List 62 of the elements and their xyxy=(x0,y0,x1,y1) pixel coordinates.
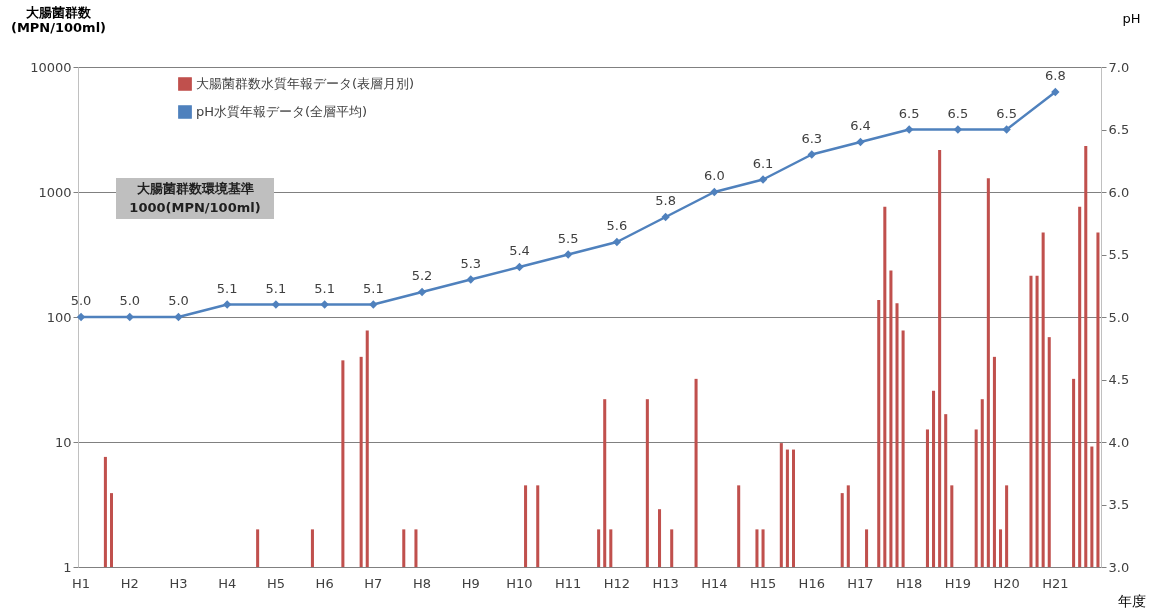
x-tick-label: H11 xyxy=(555,575,582,591)
data-label: 5.0 xyxy=(168,293,189,308)
x-tick-label: H7 xyxy=(364,575,383,591)
x-tick-label: H8 xyxy=(413,575,432,591)
y-tick-label: 1 xyxy=(63,559,72,575)
y2-tick-label: 3.0 xyxy=(1108,559,1130,575)
data-label: 5.5 xyxy=(557,230,579,246)
y-tick-label: 100 xyxy=(46,309,72,325)
data-label: 5.0 xyxy=(119,293,141,308)
x-tick-label: H18 xyxy=(896,575,923,591)
y2-axis-title: pH xyxy=(1122,10,1141,26)
x-axis-title: 年度 xyxy=(1117,592,1146,609)
data-label: 5.1 xyxy=(362,280,384,296)
y2-tick-label: 5.0 xyxy=(1108,309,1130,325)
data-label: 5.4 xyxy=(509,243,530,258)
x-tick-label: H5 xyxy=(266,575,285,591)
x-tick-label: H9 xyxy=(461,575,480,591)
data-label: 5.8 xyxy=(655,193,676,208)
data-label: 5.0 xyxy=(70,293,92,308)
x-tick-label: H14 xyxy=(701,575,728,591)
x-tick-label: H6 xyxy=(315,575,334,591)
data-label: 5.1 xyxy=(265,280,287,296)
x-tick-label: H3 xyxy=(169,575,188,591)
y2-tick-label: 6.0 xyxy=(1108,184,1130,200)
x-tick-label: H12 xyxy=(603,575,631,591)
data-label: 6.0 xyxy=(703,168,725,183)
x-tick-label: H17 xyxy=(847,575,874,591)
data-label: 6.4 xyxy=(850,118,871,133)
data-label: 5.2 xyxy=(411,268,433,283)
legend-label: pH水質年報データ(全層平均) xyxy=(196,104,368,119)
data-label: 6.5 xyxy=(996,105,1017,121)
y2-tick-label: 3.5 xyxy=(1108,497,1130,512)
y-tick-label: 1000 xyxy=(38,184,72,200)
legend-label: 大腸菌群数水質年報データ(表層月別) xyxy=(196,76,415,91)
x-tick-label: H2 xyxy=(120,575,139,591)
data-label: 6.3 xyxy=(801,130,823,146)
data-label: 6.1 xyxy=(752,155,774,171)
y2-tick-label: 5.5 xyxy=(1108,247,1130,262)
x-tick-label: H10 xyxy=(506,575,533,591)
x-tick-label: H20 xyxy=(993,575,1020,591)
data-label: 5.1 xyxy=(216,280,238,296)
data-label: 6.8 xyxy=(1044,68,1066,83)
y-axis-title: 大腸菌群数 (MPN/100ml) xyxy=(10,4,107,35)
data-label: 6.5 xyxy=(898,105,920,121)
x-tick-label: H21 xyxy=(1042,575,1069,591)
x-tick-label: H4 xyxy=(218,575,237,591)
y2-tick-label: 4.0 xyxy=(1108,434,1130,450)
y2-tick-label: 6.5 xyxy=(1108,122,1130,137)
x-tick-label: H13 xyxy=(652,575,679,591)
x-tick-label: H16 xyxy=(798,575,825,591)
y2-tick-label: 4.5 xyxy=(1108,372,1130,387)
y-tick-label: 10000 xyxy=(30,59,72,75)
y-tick-label: 10 xyxy=(54,434,72,450)
data-label: 5.6 xyxy=(606,218,628,233)
y2-tick-label: 7.0 xyxy=(1108,59,1130,75)
x-tick-label: H1 xyxy=(72,575,91,591)
annotation: 大腸菌群数環境基準 1000(MPN/100ml) xyxy=(129,181,261,215)
data-label: 5.3 xyxy=(460,255,482,271)
data-label: 6.5 xyxy=(947,105,969,121)
data-label: 5.1 xyxy=(314,280,335,296)
x-tick-label: H19 xyxy=(944,575,972,591)
x-tick-label: H15 xyxy=(749,575,777,591)
